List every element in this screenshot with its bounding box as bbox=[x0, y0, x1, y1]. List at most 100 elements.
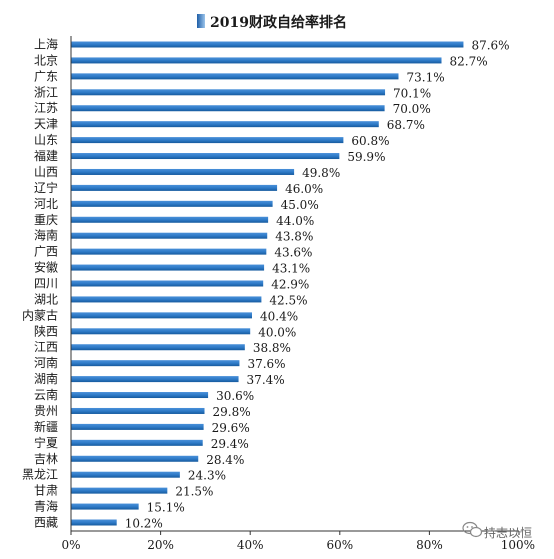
value-label: 24.3% bbox=[188, 469, 226, 483]
value-label: 49.8% bbox=[302, 166, 340, 180]
value-label: 30.6% bbox=[216, 389, 254, 403]
category-label: 广西 bbox=[34, 245, 58, 259]
value-labels: 87.6%82.7% 73.1% 70.1% 70.0% 68.7% 60.8% 59.9%… bbox=[125, 39, 510, 531]
category-label: 湖南 bbox=[34, 371, 58, 386]
category-label: 湖北 bbox=[34, 291, 58, 306]
x-tick-label: 80% bbox=[416, 538, 443, 552]
bars-group bbox=[71, 41, 464, 526]
value-label: 42.9% bbox=[271, 278, 309, 292]
category-label: 宁夏 bbox=[34, 435, 58, 450]
value-label: 70.1% bbox=[393, 86, 431, 100]
value-label: 21.5% bbox=[175, 485, 213, 499]
bar-5 bbox=[71, 105, 385, 112]
bar-14 bbox=[71, 248, 267, 255]
value-label: 40.0% bbox=[258, 325, 296, 339]
value-label: 38.8% bbox=[253, 341, 291, 355]
category-labels: 上海北京广东浙江江苏天津山东福建山西辽宁河北重庆海南广西安徽四川湖北内蒙古陕西江… bbox=[22, 37, 58, 530]
legend-swatch bbox=[197, 14, 205, 28]
value-label: 73.1% bbox=[406, 70, 444, 84]
category-label: 青海 bbox=[34, 499, 58, 514]
category-label: 北京 bbox=[34, 53, 58, 67]
bar-25 bbox=[71, 423, 204, 430]
value-label: 59.9% bbox=[347, 150, 385, 164]
value-label: 29.4% bbox=[211, 437, 249, 451]
bar-7 bbox=[71, 137, 344, 144]
x-tick-label: 0% bbox=[61, 538, 80, 552]
value-label: 45.0% bbox=[281, 198, 319, 212]
value-label: 43.1% bbox=[272, 262, 310, 276]
value-label: 28.4% bbox=[206, 453, 244, 467]
category-label: 安徽 bbox=[34, 260, 58, 275]
bar-13 bbox=[71, 232, 268, 239]
value-label: 44.0% bbox=[276, 214, 314, 228]
bar-18 bbox=[71, 312, 252, 319]
category-label: 江西 bbox=[34, 340, 58, 354]
category-label: 海南 bbox=[34, 228, 58, 243]
bar-8 bbox=[71, 153, 340, 160]
wechat-icon bbox=[462, 521, 483, 538]
bar-21 bbox=[71, 360, 240, 367]
bar-22 bbox=[71, 376, 239, 383]
bar-6 bbox=[71, 121, 379, 128]
bar-2 bbox=[71, 57, 442, 64]
bar-29 bbox=[71, 487, 168, 494]
bar-30 bbox=[71, 503, 139, 510]
category-label: 内蒙古 bbox=[22, 307, 58, 322]
bar-31 bbox=[71, 519, 117, 526]
category-label: 新疆 bbox=[34, 419, 58, 434]
bar-28 bbox=[71, 471, 180, 478]
value-label: 40.4% bbox=[260, 309, 298, 323]
bar-26 bbox=[71, 439, 203, 446]
bar-20 bbox=[71, 344, 245, 351]
bar-12 bbox=[71, 216, 269, 223]
category-label: 四川 bbox=[34, 277, 58, 291]
value-label: 70.0% bbox=[393, 102, 431, 116]
category-label: 河南 bbox=[34, 355, 58, 370]
x-tick-label: 20% bbox=[147, 538, 174, 552]
value-label: 29.8% bbox=[213, 405, 251, 419]
category-label: 西藏 bbox=[34, 516, 58, 530]
category-label: 河北 bbox=[34, 197, 58, 211]
bar-10 bbox=[71, 184, 278, 191]
category-label: 广东 bbox=[34, 69, 58, 83]
x-tick-label: 40% bbox=[237, 538, 264, 552]
category-label: 浙江 bbox=[34, 85, 58, 99]
bar-3 bbox=[71, 73, 399, 80]
category-label: 贵州 bbox=[34, 404, 58, 418]
value-label: 46.0% bbox=[285, 182, 323, 196]
bar-15 bbox=[71, 264, 265, 271]
bar-11 bbox=[71, 200, 273, 207]
category-label: 福建 bbox=[34, 148, 58, 163]
category-label: 山东 bbox=[34, 133, 58, 147]
category-label: 上海 bbox=[34, 37, 58, 52]
bar-24 bbox=[71, 407, 205, 414]
value-label: 15.1% bbox=[147, 501, 185, 515]
value-label: 43.8% bbox=[275, 230, 313, 244]
category-label: 云南 bbox=[34, 387, 58, 402]
category-label: 吉林 bbox=[34, 452, 58, 466]
value-label: 60.8% bbox=[351, 134, 389, 148]
x-tick-label: 100% bbox=[501, 538, 535, 552]
chart-legend: 2019财政自给率排名 bbox=[197, 14, 347, 31]
category-label: 黑龙江 bbox=[22, 468, 58, 482]
value-label: 68.7% bbox=[387, 118, 425, 132]
bar-19 bbox=[71, 328, 251, 335]
category-label: 天津 bbox=[34, 117, 58, 131]
value-label: 29.6% bbox=[212, 421, 250, 435]
bar-9 bbox=[71, 168, 295, 175]
value-label: 37.6% bbox=[247, 357, 285, 371]
x-tick-label: 60% bbox=[326, 538, 353, 552]
value-label: 87.6% bbox=[471, 39, 509, 53]
x-axis-ticks: 0% 20% 40% 60% 80% 100% bbox=[61, 531, 535, 552]
bar-23 bbox=[71, 392, 209, 399]
category-label: 辽宁 bbox=[34, 180, 58, 195]
value-label: 10.2% bbox=[125, 517, 163, 531]
value-label: 37.4% bbox=[247, 373, 285, 387]
bar-27 bbox=[71, 455, 199, 462]
category-label: 山西 bbox=[34, 165, 58, 179]
value-label: 43.6% bbox=[274, 246, 312, 260]
bar-4 bbox=[71, 89, 386, 96]
value-label: 42.5% bbox=[269, 293, 307, 307]
chart-title: 2019财政自给率排名 bbox=[210, 14, 347, 31]
value-label: 82.7% bbox=[449, 54, 487, 68]
